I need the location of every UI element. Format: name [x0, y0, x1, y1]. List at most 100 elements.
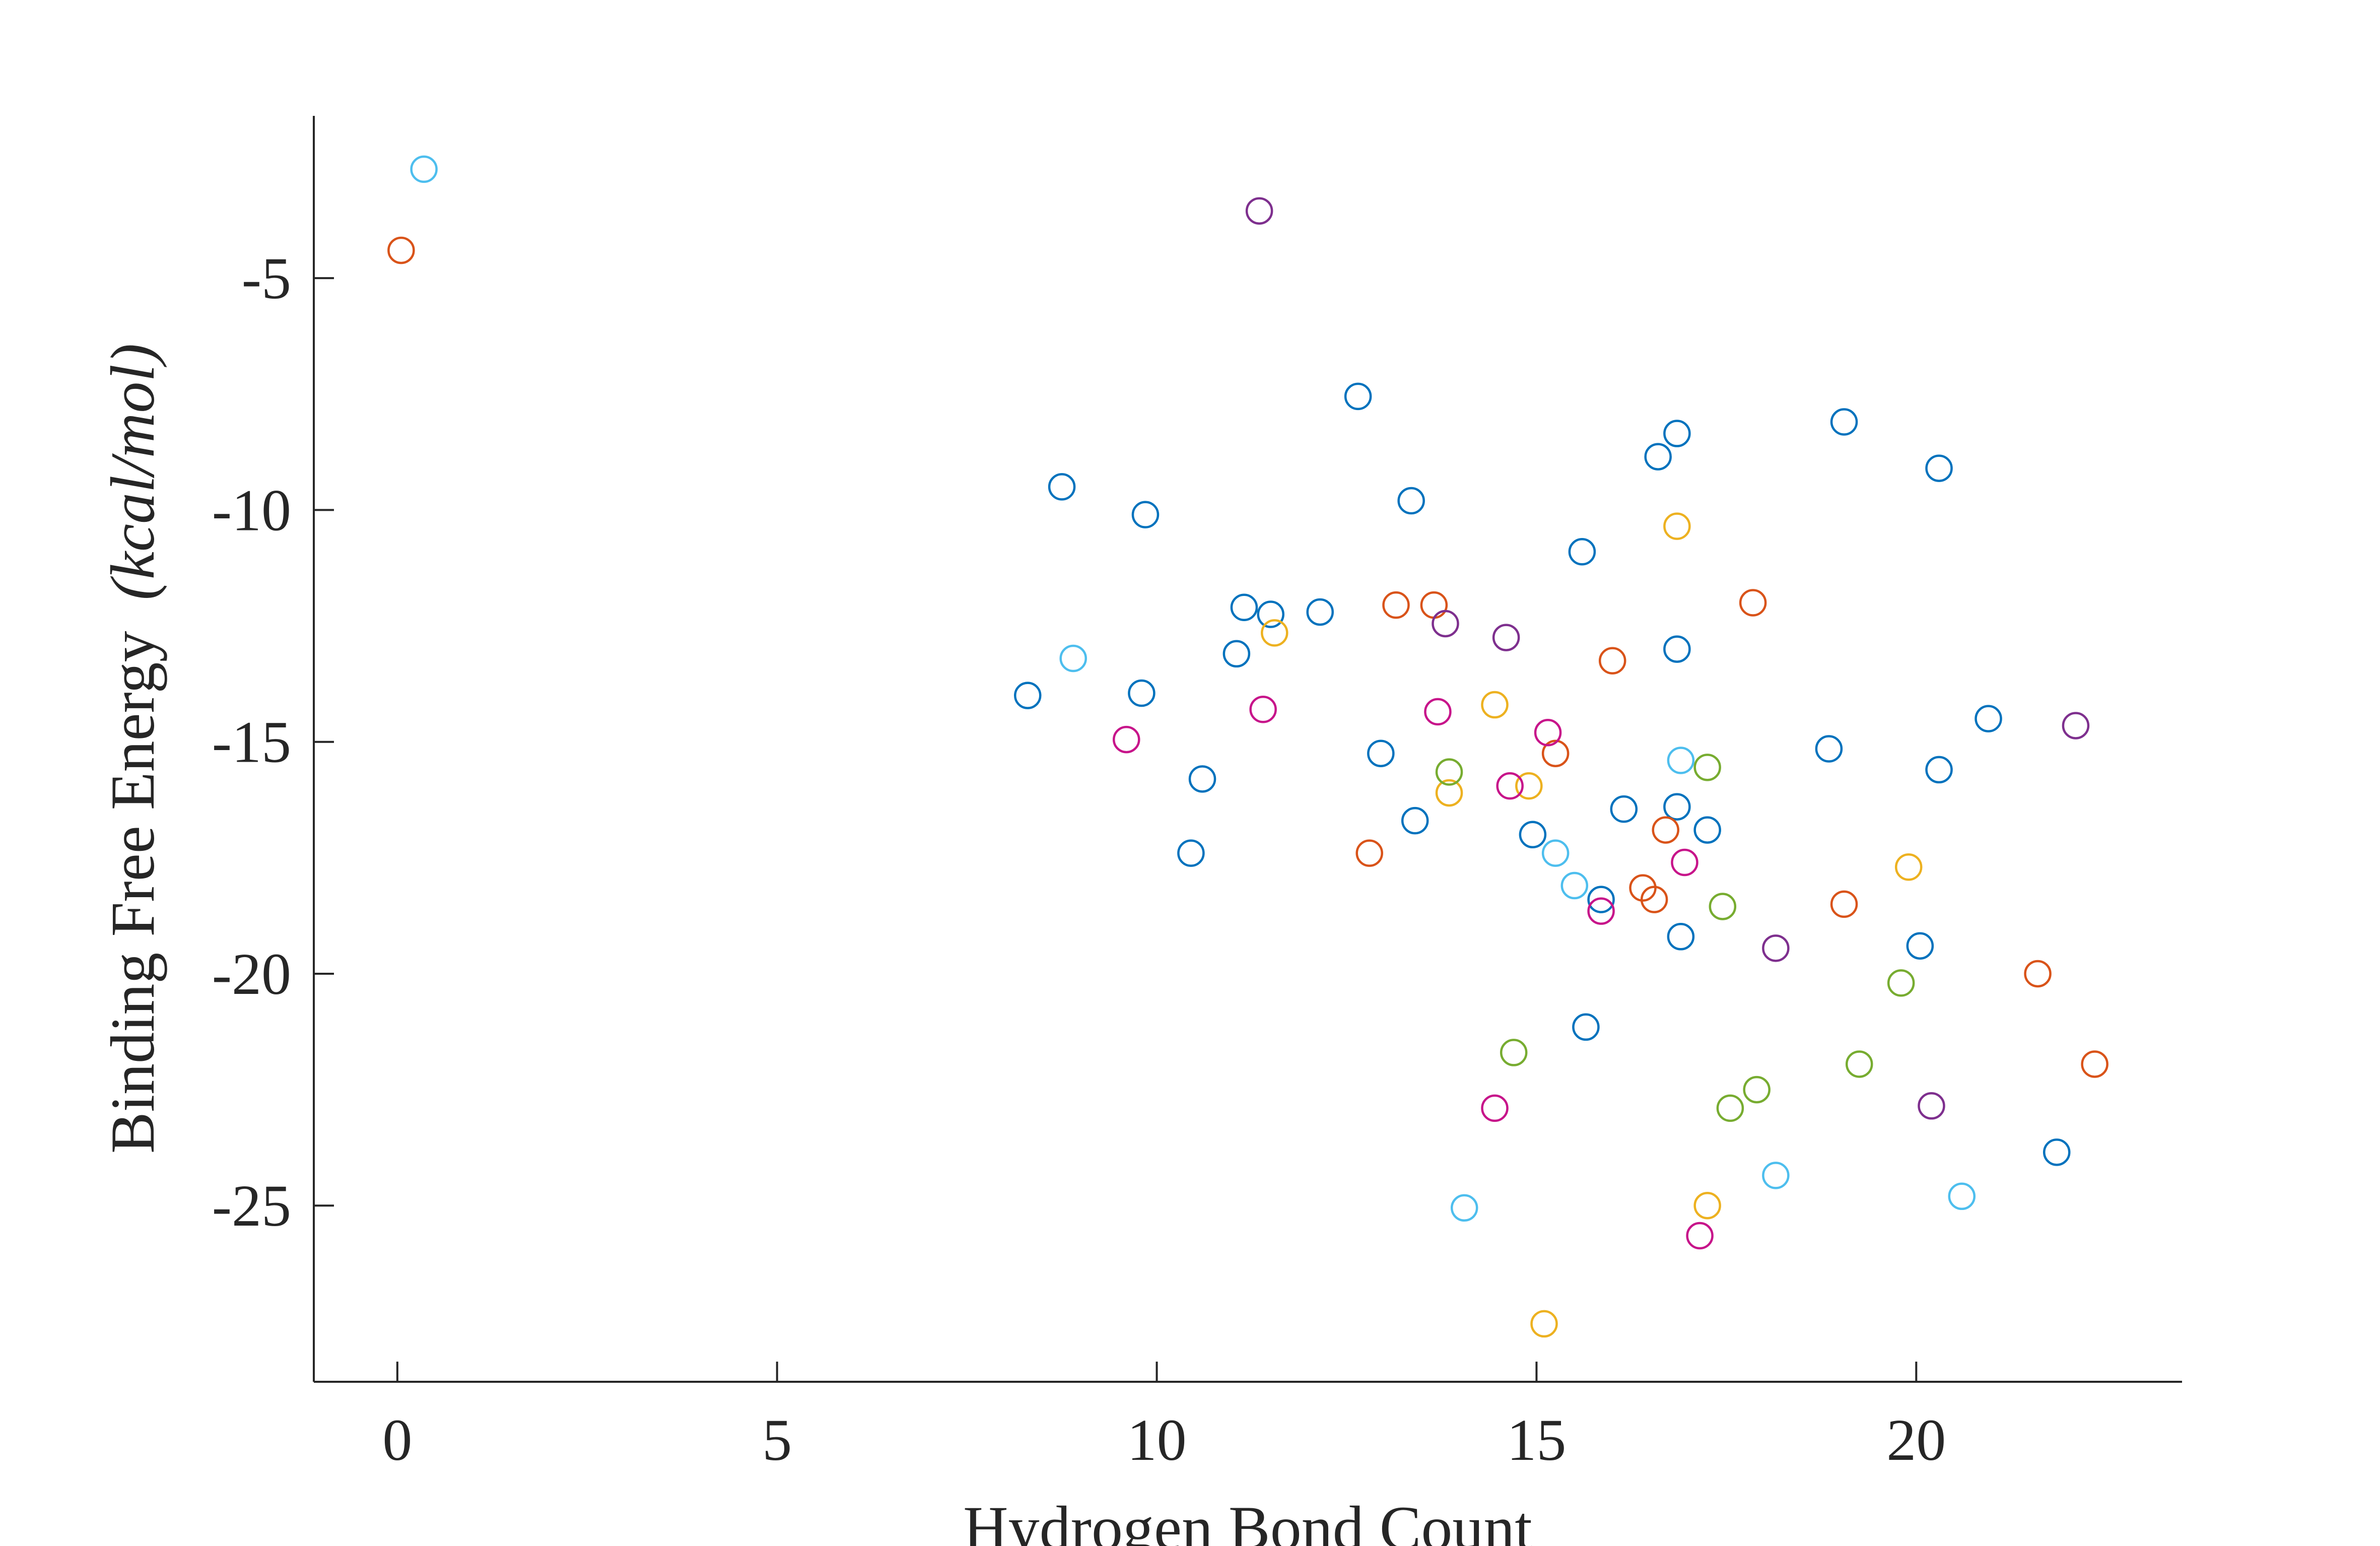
data-point	[1975, 705, 2002, 732]
data-point	[1367, 740, 1395, 767]
data-point	[1424, 698, 1452, 726]
y-tick-label: -10	[212, 477, 291, 543]
y-tick-label: -20	[212, 941, 291, 1007]
x-tick-label: 20	[1886, 1407, 1946, 1473]
y-axis-label: Binding Free Energy (kcal/mol)	[98, 344, 167, 1154]
y-tick-label: -5	[242, 245, 291, 311]
data-point	[1667, 747, 1695, 774]
data-point	[1492, 624, 1520, 651]
data-point	[1693, 816, 1721, 844]
data-point	[1667, 923, 1695, 951]
data-point	[2043, 1138, 2071, 1166]
series-group	[387, 236, 2109, 1078]
axes	[313, 116, 2182, 1383]
data-point	[1048, 473, 1076, 501]
data-point	[1906, 932, 1934, 960]
data-point	[1534, 719, 1562, 747]
data-point	[1541, 740, 1570, 767]
data-point	[1830, 408, 1858, 436]
series-group	[1435, 754, 1915, 1122]
data-point	[1435, 758, 1463, 786]
data-point	[1519, 821, 1547, 849]
x-ticks: 0 5 10 15 20	[382, 1362, 1946, 1473]
data-point	[1925, 756, 1953, 784]
data-point	[1652, 816, 1679, 844]
data-point	[1640, 886, 1668, 913]
data-point	[1496, 772, 1524, 800]
data-point	[1610, 795, 1638, 823]
data-point	[1481, 1094, 1509, 1122]
data-point	[1500, 1039, 1528, 1066]
data-point	[1587, 886, 1615, 913]
data-point	[1762, 934, 1790, 962]
data-point	[1693, 1191, 1721, 1220]
data-point	[1887, 969, 1915, 997]
data-point	[1450, 1194, 1478, 1222]
data-point	[1059, 644, 1087, 673]
data-point	[1918, 1092, 1945, 1120]
series-group	[1113, 696, 1714, 1250]
data-point	[1515, 772, 1543, 800]
x-tick-label: 15	[1507, 1407, 1566, 1473]
data-point	[1716, 1094, 1744, 1122]
data-point	[1762, 1162, 1790, 1189]
data-point	[1845, 1050, 1873, 1078]
data-point	[1230, 593, 1258, 621]
data-point	[387, 236, 415, 264]
data-point	[1432, 610, 1459, 638]
data-point	[1572, 1013, 1600, 1041]
series-group	[1014, 382, 2071, 1166]
data-point	[2081, 1050, 2109, 1078]
data-point	[1382, 591, 1410, 619]
data-point	[1663, 420, 1691, 447]
y-tick-label: -15	[212, 709, 291, 775]
data-point	[1598, 647, 1626, 675]
data-point	[1014, 682, 1042, 709]
data-point	[1663, 635, 1691, 663]
data-point	[1355, 839, 1383, 867]
data-point	[1113, 725, 1140, 754]
data-point	[1743, 1076, 1771, 1104]
x-tick-label: 0	[382, 1407, 412, 1473]
data-point	[1249, 696, 1277, 723]
y-axis-label-main: Binding Free Energy	[98, 631, 167, 1154]
x-axis-label: Hydrogen Bond Count	[963, 1494, 1532, 1546]
data-point	[1568, 538, 1596, 566]
data-point	[1401, 806, 1429, 835]
data-point	[2024, 960, 2052, 988]
data-point	[1894, 853, 1923, 881]
data-point	[1925, 454, 1953, 482]
data-point	[1344, 382, 1372, 411]
data-point	[410, 155, 438, 183]
data-point	[1815, 735, 1843, 763]
data-point	[1560, 871, 1589, 900]
data-point	[1397, 487, 1425, 515]
y-ticks: -25 -20 -15 -10 -5	[212, 245, 334, 1239]
data-point	[1948, 1182, 1976, 1211]
data-point	[1245, 197, 1273, 225]
data-point	[1188, 765, 1216, 793]
data-point	[1693, 754, 1721, 781]
data-point	[1686, 1222, 1714, 1250]
data-markers	[387, 155, 2109, 1338]
data-point	[1671, 848, 1698, 877]
series-group	[410, 155, 1976, 1222]
x-tick-label: 5	[762, 1407, 792, 1473]
data-point	[1530, 1310, 1558, 1338]
data-point	[1663, 793, 1691, 821]
data-point	[1541, 839, 1570, 867]
data-point	[1131, 501, 1160, 528]
y-axis-label-unit: (kcal/mol)	[98, 344, 167, 600]
data-point	[1644, 443, 1672, 470]
y-tick-label: -25	[212, 1173, 291, 1239]
data-point	[1709, 893, 1737, 920]
data-point	[1261, 619, 1288, 647]
data-point	[1177, 839, 1205, 867]
data-point	[1435, 779, 1463, 807]
series-group	[1245, 197, 2090, 1120]
data-point	[1128, 679, 1155, 707]
data-point	[1257, 600, 1284, 628]
data-point	[1420, 591, 1448, 619]
